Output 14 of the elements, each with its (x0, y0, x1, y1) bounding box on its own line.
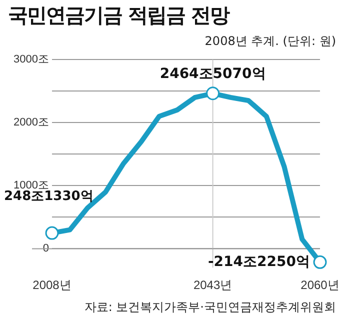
x-tick-label: 2060년 (300, 278, 340, 292)
chart-title: 국민연금기금 적립금 전망 (8, 2, 229, 29)
y-tick-label: 3000조 (14, 54, 49, 66)
annotation: 248조1330억 (4, 188, 94, 204)
annotation: -214조2250억 (208, 254, 310, 270)
x-tick-label: 2043년 (193, 278, 232, 292)
x-tick-label: 2008년 (32, 278, 72, 292)
y-tick-label: 2000조 (14, 116, 49, 129)
text: 자료: 보건복지가족부·국민연금재정추계위원회 (84, 299, 336, 316)
point (206, 86, 220, 100)
annotation: 2464조5070억 (160, 66, 266, 82)
chart-subtitle: 2008년 추계. (단위: 원) (204, 33, 336, 50)
point (313, 255, 327, 269)
point (45, 226, 59, 240)
